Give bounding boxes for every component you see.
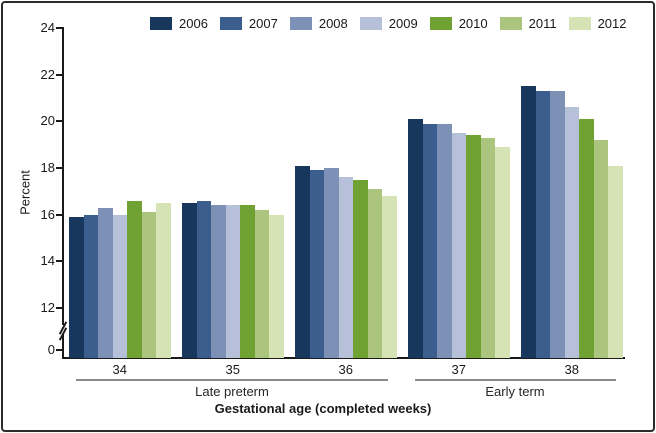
bar-2006-week-35 bbox=[182, 202, 197, 358]
bar-2007-week-36 bbox=[309, 170, 324, 358]
bar-2010-week-34 bbox=[127, 200, 142, 358]
bar-2007-week-38 bbox=[535, 90, 550, 358]
legend-item-2009: 2009 bbox=[359, 16, 418, 31]
bar-2008-week-37 bbox=[437, 123, 452, 358]
y-tick-mark bbox=[56, 307, 63, 309]
bar-2008-week-34 bbox=[98, 207, 113, 358]
y-tick-mark bbox=[56, 26, 63, 29]
x-tick-label-37: 37 bbox=[451, 362, 466, 377]
legend-swatch-icon bbox=[568, 17, 591, 30]
legend-swatch-icon bbox=[219, 17, 242, 30]
bar-2009-week-38 bbox=[564, 107, 579, 358]
bar-2010-week-35 bbox=[240, 205, 255, 358]
bar-2011-week-37 bbox=[480, 137, 495, 358]
bar-2012-week-34 bbox=[156, 202, 171, 358]
y-tick-label: 16 bbox=[40, 206, 55, 222]
y-tick-label: 24 bbox=[40, 19, 55, 35]
legend-item-2012: 2012 bbox=[568, 16, 627, 31]
bar-2007-week-34 bbox=[83, 214, 98, 358]
legend-item-2007: 2007 bbox=[219, 16, 278, 31]
legend-label: 2007 bbox=[248, 16, 278, 31]
bar-2009-week-36 bbox=[338, 177, 353, 358]
x-axis-title: Gestational age (completed weeks) bbox=[214, 401, 432, 416]
legend-item-2010: 2010 bbox=[429, 16, 488, 31]
legend-label: 2008 bbox=[318, 16, 348, 31]
bar-2010-week-36 bbox=[353, 179, 368, 358]
chart-legend: 2006 2007 2008 2009 2010 2011 2012 bbox=[150, 16, 627, 31]
bar-2008-week-36 bbox=[324, 167, 339, 358]
y-tick-label: 20 bbox=[40, 113, 55, 129]
legend-label: 2012 bbox=[597, 16, 627, 31]
late-preterm-underline bbox=[76, 379, 388, 381]
bar-2008-week-35 bbox=[211, 205, 226, 358]
group-label-early-term: Early term bbox=[485, 384, 545, 399]
y-tick-label: 22 bbox=[40, 66, 55, 82]
bar-2007-week-35 bbox=[196, 200, 211, 358]
legend-item-2006: 2006 bbox=[150, 16, 208, 31]
bar-2010-week-38 bbox=[579, 118, 594, 358]
legend-swatch-icon bbox=[429, 17, 452, 30]
legend-label: 2010 bbox=[458, 16, 488, 31]
y-tick-mark bbox=[56, 166, 63, 169]
x-tick-label-34: 34 bbox=[112, 362, 127, 377]
y-axis-line bbox=[62, 27, 64, 359]
bar-2009-week-35 bbox=[225, 205, 240, 358]
legend-swatch-icon bbox=[499, 17, 522, 30]
x-tick-label-36: 36 bbox=[338, 362, 353, 377]
y-tick-label: 0 bbox=[47, 342, 55, 357]
legend-label: 2006 bbox=[179, 16, 208, 31]
bar-2006-week-36 bbox=[295, 165, 310, 358]
bar-2006-week-37 bbox=[408, 118, 423, 358]
legend-swatch-icon bbox=[359, 17, 382, 30]
bar-2008-week-38 bbox=[550, 90, 565, 358]
y-tick-mark bbox=[56, 120, 63, 123]
bar-2012-week-38 bbox=[608, 165, 623, 358]
legend-swatch-icon bbox=[289, 17, 312, 30]
bar-2006-week-34 bbox=[69, 216, 84, 358]
early-term-underline bbox=[415, 379, 616, 381]
bar-2007-week-37 bbox=[422, 123, 437, 358]
bar-2011-week-35 bbox=[254, 209, 269, 358]
y-tick-label: 12 bbox=[40, 300, 55, 315]
y-tick-mark bbox=[56, 349, 63, 351]
bar-2006-week-38 bbox=[521, 86, 536, 358]
legend-swatch-icon bbox=[150, 17, 172, 30]
y-tick-mark bbox=[56, 260, 63, 263]
bar-2010-week-37 bbox=[466, 135, 481, 358]
x-tick-label-35: 35 bbox=[225, 362, 240, 377]
bar-2009-week-34 bbox=[112, 214, 127, 358]
bar-2012-week-37 bbox=[495, 146, 510, 358]
y-tick-mark bbox=[56, 213, 63, 216]
bar-2012-week-35 bbox=[269, 214, 284, 358]
bar-2011-week-34 bbox=[141, 212, 156, 358]
y-axis-title: Percent bbox=[17, 170, 33, 215]
bar-2011-week-38 bbox=[593, 139, 608, 358]
legend-item-2008: 2008 bbox=[289, 16, 348, 31]
legend-label: 2009 bbox=[388, 16, 418, 31]
y-tick-mark bbox=[56, 73, 63, 76]
y-tick-label: 14 bbox=[40, 253, 55, 269]
group-label-late-preterm: Late preterm bbox=[195, 384, 269, 399]
bar-2011-week-36 bbox=[367, 188, 382, 358]
bar-2009-week-37 bbox=[451, 132, 466, 358]
x-axis-line bbox=[62, 357, 625, 359]
bar-2012-week-36 bbox=[382, 195, 397, 358]
legend-label: 2011 bbox=[528, 16, 557, 31]
y-tick-label: 18 bbox=[40, 159, 55, 175]
x-tick-label-38: 38 bbox=[564, 362, 579, 377]
legend-item-2011: 2011 bbox=[499, 16, 557, 31]
